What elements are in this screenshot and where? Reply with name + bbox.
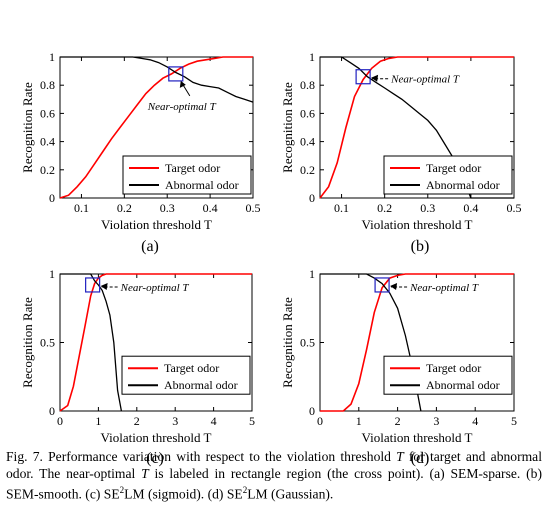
y-tick-label: 0 [49,191,55,205]
legend-box [122,155,252,195]
panel-label: (a) [141,238,159,255]
x-tick-label: 3 [433,414,439,428]
legend-entry: Abnormal odor [164,378,238,392]
near-optimal-marker [168,66,184,82]
legend-box [121,355,251,395]
y-tick-label: 1 [49,267,55,281]
legend-entry: Target odor [164,361,219,375]
annotation-label: Near-optimal T [147,101,217,113]
x-tick-label: 0 [317,414,323,428]
plot-frame [59,56,254,199]
panel-label: (c) [146,450,164,467]
x-tick-label: 2 [395,414,401,428]
annotation-arrowhead [390,282,398,290]
caption-segment: for target and abnormal odor. The near-o… [6,449,542,481]
near-optimal-marker [85,277,101,293]
legend-entry: Target odor [165,161,220,175]
y-tick-label: 0 [309,404,315,418]
y-tick-label: 0 [309,191,315,205]
y-tick-label: 0.2 [40,163,55,177]
legend-entry: Abnormal odor [426,178,500,192]
y-axis-label: Recognition Rate [280,82,295,173]
x-tick-label: 1 [356,414,362,428]
y-tick-label: 0.2 [300,163,315,177]
x-tick-label: 5 [511,414,517,428]
chart-panel-a: 0.1 0.2 0.3 0.4 0.5 0 0.2 0.4 0.6 0.8 1 Violation t… [20,50,261,255]
caption-segment: LM (Gaussian). [247,486,334,502]
annotation-label: Near-optimal T [120,282,190,294]
legend-box [383,155,513,195]
caption-segment: is labeled in rectangle region (the cros… [6,466,542,502]
caption-segment: 2 [119,485,125,495]
caption-segment: Fig. 7. Performance variation with respe… [6,449,397,464]
x-tick-label: 0.1 [74,201,89,215]
x-tick-label: 0.2 [377,201,392,215]
near-optimal-marker [374,277,390,293]
x-axis-label: Violation threshold T [101,217,212,232]
x-tick-label: 0 [57,414,63,428]
legend-box [383,355,513,395]
x-axis-label: Violation threshold T [362,430,473,445]
annotation-arrowhead [100,282,108,290]
y-tick-label: 0.6 [300,106,315,120]
y-tick-label: 1 [49,50,55,64]
caption-segment: T [141,466,149,481]
annotation-arrowhead [179,80,186,88]
annotation-label: Near-optimal T [390,74,460,86]
x-tick-label: 5 [249,414,255,428]
annotation-arrowhead [371,74,379,82]
y-axis-label: Recognition Rate [20,82,35,173]
x-tick-label: 0.5 [507,201,522,215]
legend-entry: Abnormal odor [165,178,239,192]
series-line-target-odor [59,56,253,199]
x-tick-label: 0.1 [334,201,349,215]
series-line-abnormal-odor [60,56,254,103]
caption-segment: T [396,449,404,464]
y-tick-label: 0 [49,404,55,418]
y-axis-label: Recognition Rate [20,297,35,388]
y-tick-label: 1 [309,50,315,64]
x-axis-label: Violation threshold T [362,217,473,232]
x-tick-label: 0.2 [117,201,132,215]
y-tick-label: 1 [309,267,315,281]
legend-entry: Target odor [426,161,481,175]
y-axis-label: Recognition Rate [280,297,295,388]
y-tick-label: 0.8 [40,78,55,92]
near-optimal-marker [355,69,371,85]
y-tick-label: 0.8 [300,78,315,92]
y-tick-label: 0.4 [300,135,315,149]
x-tick-label: 3 [172,414,178,428]
x-tick-label: 0.4 [463,201,478,215]
x-tick-label: 1 [95,414,101,428]
y-tick-label: 0.6 [40,106,55,120]
y-tick-label: 0.5 [300,336,315,350]
panel-label: (d) [411,450,430,467]
x-tick-label: 4 [211,414,217,428]
series-line-target-odor [319,56,514,199]
annotation-label: Near-optimal T [409,282,479,294]
x-tick-label: 4 [472,414,478,428]
x-tick-label: 0.4 [203,201,218,215]
x-tick-label: 2 [134,414,140,428]
y-tick-label: 0.4 [40,135,55,149]
x-tick-label: 0.5 [246,201,261,215]
figure-caption: Fig. 7. Performance variation with respe… [6,448,542,503]
x-tick-label: 0.3 [160,201,175,215]
series-line-target-odor [59,273,252,412]
legend-entry: Target odor [426,361,481,375]
legend-entry: Abnormal odor [426,378,500,392]
x-tick-label: 0.3 [420,201,435,215]
chart-panel-b: 0.1 0.2 0.3 0.4 0.5 0 0.2 0.4 0.6 0.8 1 Violation t… [280,50,522,255]
series-line-target-odor [320,273,514,412]
caption-segment: LM (sigmoid). (d) SE [124,486,243,502]
y-tick-label: 0.5 [40,336,55,350]
caption-segment: 2 [242,485,248,495]
x-axis-label: Violation threshold T [101,430,212,445]
panel-label: (b) [411,238,430,255]
